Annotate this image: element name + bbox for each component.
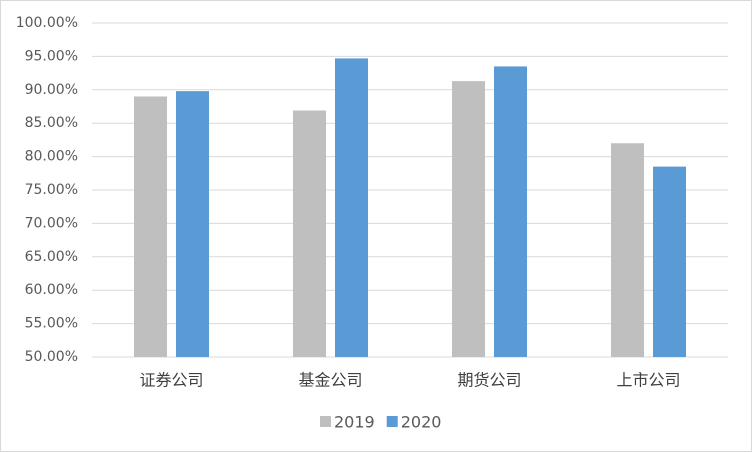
y-tick-label: 95.00%: [25, 48, 78, 64]
y-tick-label: 70.00%: [25, 215, 78, 231]
bar: [653, 166, 686, 357]
legend-label: 2020: [401, 413, 442, 432]
bar: [494, 66, 527, 358]
y-tick-label: 55.00%: [25, 316, 78, 332]
y-tick-label: 65.00%: [25, 249, 78, 265]
x-tick-label: 基金公司: [298, 371, 362, 390]
x-tick-label: 上市公司: [616, 371, 680, 390]
bar: [452, 81, 485, 357]
x-tick-label: 证券公司: [139, 371, 203, 390]
y-tick-label: 60.00%: [25, 282, 78, 298]
legend-label: 2019: [334, 413, 375, 432]
bar: [335, 58, 368, 358]
y-tick-label: 90.00%: [25, 82, 78, 98]
legend-swatch: [320, 416, 331, 427]
bar: [176, 91, 209, 358]
y-tick-label: 75.00%: [25, 182, 78, 198]
y-tick-label: 85.00%: [25, 115, 78, 131]
y-tick-label: 80.00%: [25, 149, 78, 165]
y-tick-label: 100.00%: [16, 15, 78, 31]
bar: [611, 143, 644, 357]
y-tick-label: 50.00%: [25, 349, 78, 365]
bar: [134, 96, 167, 357]
bar: [293, 110, 326, 358]
x-tick-label: 期货公司: [457, 371, 521, 390]
legend-swatch: [386, 416, 398, 427]
